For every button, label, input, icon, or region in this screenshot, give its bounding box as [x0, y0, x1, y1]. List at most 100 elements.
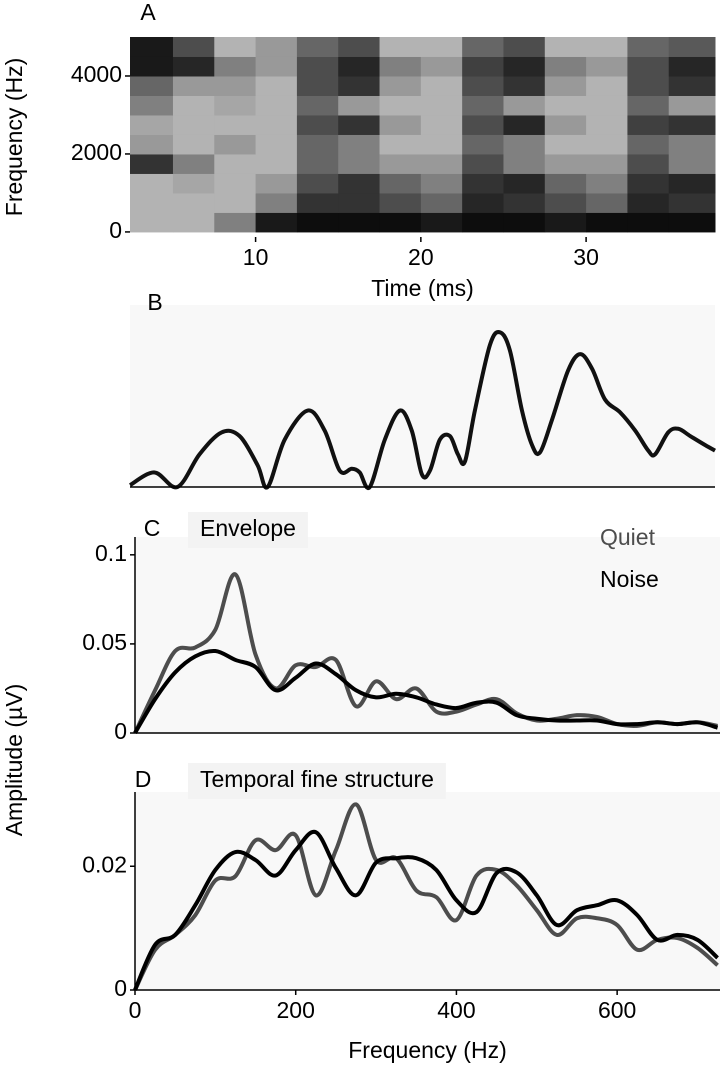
- heatmap-cell: [462, 56, 504, 77]
- y-tick-label: 0: [114, 718, 127, 744]
- heatmap-cell: [130, 212, 174, 233]
- heatmap-cell: [338, 56, 381, 77]
- x-tick-label: 10: [243, 244, 269, 270]
- panel-title: Temporal fine structure: [200, 766, 434, 792]
- y-tick-label: 2000: [71, 139, 122, 165]
- heatmap-cell: [544, 56, 587, 77]
- heatmap-cell: [379, 134, 422, 155]
- heatmap-cell: [420, 212, 463, 233]
- title-background: [188, 512, 308, 548]
- x-tick-label: 30: [573, 244, 599, 270]
- heatmap-cell: [172, 37, 215, 57]
- panel-letter: A: [140, 0, 156, 25]
- heatmap-cell: [668, 134, 716, 155]
- x-tick-label: 200: [277, 997, 315, 1023]
- heatmap-cell: [214, 153, 257, 174]
- x-tick-label: 0: [129, 997, 142, 1023]
- heatmap-cell: [296, 173, 339, 194]
- heatmap-cell: [462, 75, 504, 96]
- heatmap-cell: [503, 192, 546, 213]
- heatmap-cell: [130, 75, 174, 96]
- data-line: [128, 330, 716, 491]
- heatmap-cell: [379, 95, 422, 116]
- heatmap-cell: [503, 95, 546, 116]
- heatmap-cell: [255, 114, 298, 135]
- heatmap-cell: [130, 37, 174, 57]
- heatmap-cell: [503, 75, 546, 96]
- heatmap-cell: [296, 75, 339, 96]
- x-tick-label: 400: [437, 997, 475, 1023]
- heatmap-cell: [296, 95, 339, 116]
- heatmap-cell: [420, 192, 463, 213]
- heatmap-cell: [544, 95, 587, 116]
- heatmap-cell: [544, 173, 587, 194]
- heatmap-cell: [130, 134, 174, 155]
- panel-letter: B: [147, 289, 162, 315]
- heatmap-cell: [214, 56, 257, 77]
- heatmap-cell: [627, 56, 670, 77]
- heatmap-cell: [296, 192, 339, 213]
- heatmap-cell: [379, 192, 422, 213]
- heatmap-cell: [255, 56, 298, 77]
- x-tick-label: 600: [598, 997, 636, 1023]
- heatmap-cell: [462, 212, 504, 233]
- heatmap-cell: [214, 95, 257, 116]
- plot-background: [135, 792, 720, 990]
- heatmap-cell: [503, 153, 546, 174]
- heatmap-cell: [668, 37, 716, 57]
- y-tick-label: 0.02: [82, 851, 127, 877]
- heatmap-cell: [172, 134, 215, 155]
- heatmap-cell: [255, 37, 298, 57]
- y-axis-label: Amplitude (µV): [1, 684, 27, 837]
- heatmap-cell: [586, 173, 628, 194]
- heatmap-cell: [255, 134, 298, 155]
- heatmap-cell: [172, 95, 215, 116]
- heatmap-cell: [420, 153, 463, 174]
- heatmap-cell: [544, 153, 587, 174]
- heatmap-cell: [172, 212, 215, 233]
- heatmap-cell: [296, 153, 339, 174]
- heatmap-cell: [379, 212, 422, 233]
- heatmap-cell: [586, 212, 628, 233]
- heatmap-cell: [462, 37, 504, 57]
- heatmap-cell: [296, 212, 339, 233]
- legend-entry: Quiet: [600, 524, 656, 550]
- heatmap-cell: [338, 153, 381, 174]
- heatmap-cell: [586, 153, 628, 174]
- heatmap-cell: [668, 153, 716, 174]
- heatmap-cell: [503, 56, 546, 77]
- heatmap-cell: [544, 75, 587, 96]
- heatmap-cell: [462, 173, 504, 194]
- x-axis-label: Frequency (Hz): [348, 1037, 506, 1063]
- heatmap-cell: [586, 56, 628, 77]
- y-tick-label: 0: [109, 217, 122, 243]
- heatmap-cell: [420, 134, 463, 155]
- heatmap-cell: [255, 75, 298, 96]
- heatmap-cell: [627, 212, 670, 233]
- panel-title: Envelope: [200, 515, 296, 541]
- heatmap-cell: [338, 114, 381, 135]
- heatmap-cell: [503, 37, 546, 57]
- heatmap-cell: [379, 37, 422, 57]
- heatmap-cell: [668, 114, 716, 135]
- heatmap-cell: [172, 114, 215, 135]
- heatmap-cell: [379, 56, 422, 77]
- y-tick-label: 4000: [71, 61, 122, 87]
- heatmap-cell: [130, 95, 174, 116]
- heatmap-cell: [379, 153, 422, 174]
- heatmap-cell: [586, 114, 628, 135]
- heatmap-cell: [503, 134, 546, 155]
- heatmap-cell: [668, 192, 716, 213]
- heatmap-cell: [462, 192, 504, 213]
- data-line: [133, 829, 719, 991]
- heatmap-cell: [503, 212, 546, 233]
- heatmap-cell: [420, 75, 463, 96]
- heatmap-cell: [214, 75, 257, 96]
- heatmap-cell: [130, 153, 174, 174]
- heatmap-cell: [379, 114, 422, 135]
- heatmap-cell: [130, 114, 174, 135]
- heatmap-cell: [214, 134, 257, 155]
- heatmap-cell: [130, 192, 174, 213]
- heatmap-cell: [214, 173, 257, 194]
